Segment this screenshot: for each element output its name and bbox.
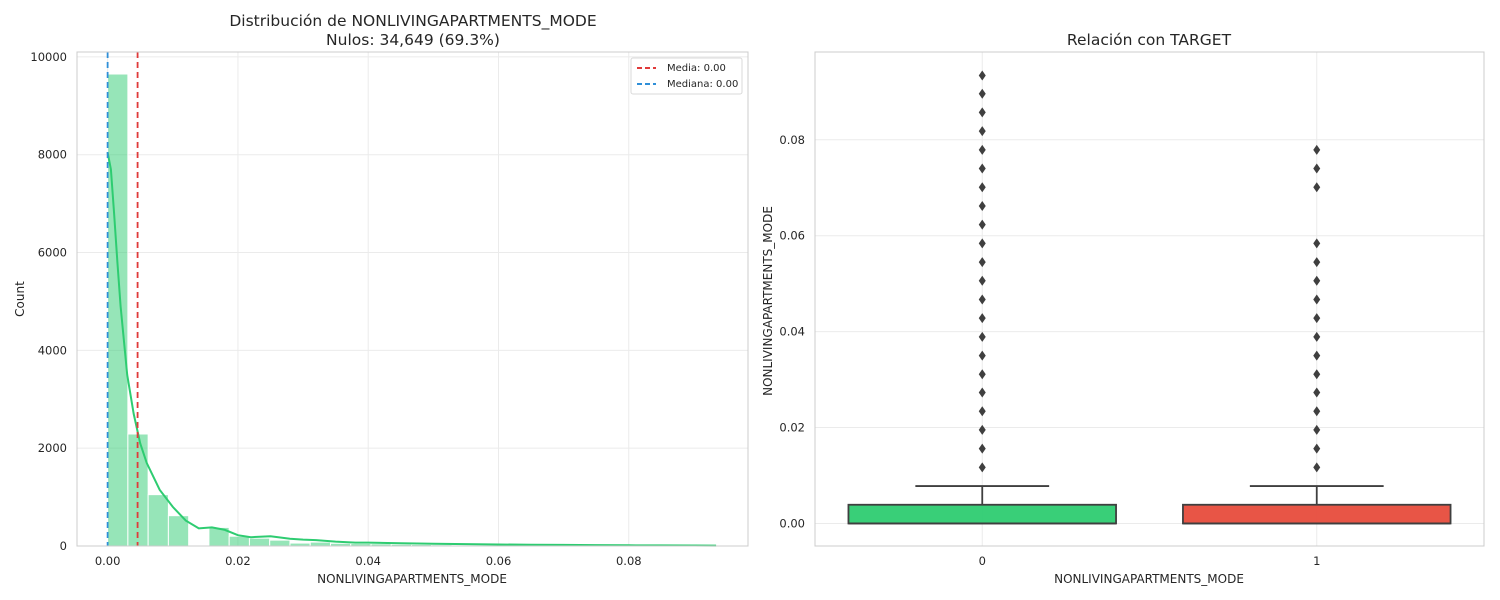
histogram-bars bbox=[107, 73, 716, 547]
histogram-legend: Media: 0.00 Mediana: 0.00 bbox=[630, 57, 743, 95]
histogram-title: Distribución de NONLIVINGAPARTMENTS_MODE bbox=[229, 12, 596, 31]
outlier-point bbox=[1313, 238, 1321, 249]
outlier-point bbox=[978, 387, 986, 398]
outlier-point bbox=[1313, 387, 1321, 398]
outlier-point bbox=[1313, 257, 1321, 268]
histogram-y-tick-label: 8000 bbox=[38, 148, 67, 162]
histogram-bar bbox=[107, 73, 129, 547]
histogram-y-tick-label: 6000 bbox=[38, 246, 67, 260]
boxplot-x-tick-label: 0 bbox=[979, 554, 986, 568]
boxplot-group-1 bbox=[1182, 144, 1452, 525]
boxplot-y-tick-label: 0.08 bbox=[779, 133, 805, 147]
boxplot-y-tick-label: 0.06 bbox=[779, 229, 805, 243]
outlier-point bbox=[1313, 163, 1321, 174]
boxplot-y-ticks: 0.00 0.02 0.04 0.06 0.08 bbox=[779, 133, 805, 531]
outlier-point bbox=[978, 126, 986, 137]
outlier-point bbox=[978, 294, 986, 305]
outlier-point bbox=[978, 257, 986, 268]
histogram-subtitle: Nulos: 34,649 (69.3%) bbox=[326, 31, 500, 49]
histogram-y-tick-label: 10000 bbox=[30, 50, 67, 64]
histogram-bar bbox=[248, 537, 271, 547]
outlier-point bbox=[1313, 369, 1321, 380]
histogram-bar bbox=[269, 539, 291, 547]
histogram-x-ticks: 0.00 0.02 0.04 0.06 0.08 bbox=[95, 554, 642, 568]
outlier-point bbox=[978, 200, 986, 211]
outlier-point bbox=[978, 88, 986, 99]
outlier-point bbox=[1313, 182, 1321, 193]
outlier-point bbox=[1313, 462, 1321, 473]
histogram-bar bbox=[127, 433, 149, 547]
box bbox=[1182, 503, 1452, 525]
histogram-x-tick-label: 0.02 bbox=[225, 554, 251, 568]
boxplot-gridlines bbox=[815, 52, 1484, 546]
outlier-point bbox=[978, 350, 986, 361]
histogram-reference-lines bbox=[106, 52, 139, 546]
outlier-point bbox=[978, 275, 986, 286]
boxplot-plot-frame bbox=[814, 51, 1485, 547]
outlier-point bbox=[978, 219, 986, 230]
histogram-y-tick-label: 0 bbox=[60, 539, 67, 553]
outlier-point bbox=[978, 406, 986, 417]
outlier-point bbox=[978, 70, 986, 81]
outlier-point bbox=[978, 144, 986, 155]
boxplot-boxes bbox=[847, 70, 1452, 525]
histogram-plot-frame bbox=[76, 51, 749, 547]
histogram-y-ticks: 0 2000 4000 6000 8000 10000 bbox=[30, 50, 67, 553]
boxplot-y-tick-label: 0.02 bbox=[779, 421, 805, 435]
outlier-point bbox=[1313, 406, 1321, 417]
outlier-point bbox=[1313, 275, 1321, 286]
boxplot-title: Relación con TARGET bbox=[1067, 31, 1232, 49]
boxplot-y-axis-label: NONLIVINGAPARTMENTS_MODE bbox=[761, 206, 775, 396]
outlier-point bbox=[1313, 294, 1321, 305]
outlier-point bbox=[978, 182, 986, 193]
outlier-point bbox=[1313, 424, 1321, 435]
histogram-bar bbox=[309, 541, 331, 547]
outlier-point bbox=[978, 369, 986, 380]
outlier-point bbox=[978, 107, 986, 118]
outlier-point bbox=[1313, 350, 1321, 361]
outlier-point bbox=[978, 424, 986, 435]
legend-mean-label: Media: 0.00 bbox=[667, 63, 726, 74]
boxplot-group-0 bbox=[847, 70, 1117, 525]
outlier-point bbox=[1313, 331, 1321, 342]
outlier-point bbox=[978, 238, 986, 249]
histogram-x-axis-label: NONLIVINGAPARTMENTS_MODE bbox=[317, 572, 507, 586]
outlier-point bbox=[978, 462, 986, 473]
histogram-bar bbox=[228, 535, 250, 547]
histogram-x-tick-label: 0.08 bbox=[616, 554, 642, 568]
histogram-y-tick-label: 4000 bbox=[38, 343, 67, 357]
outlier-point bbox=[978, 331, 986, 342]
histogram-x-tick-label: 0.04 bbox=[355, 554, 381, 568]
outlier-point bbox=[1313, 313, 1321, 324]
histogram-x-tick-label: 0.00 bbox=[95, 554, 121, 568]
histogram-x-tick-label: 0.06 bbox=[486, 554, 512, 568]
box bbox=[847, 503, 1117, 525]
boxplot-x-tick-label: 1 bbox=[1313, 554, 1320, 568]
histogram-y-axis-label: Count bbox=[13, 281, 27, 317]
histogram-y-tick-label: 2000 bbox=[38, 441, 67, 455]
outlier-point bbox=[1313, 144, 1321, 155]
boxplot-y-tick-label: 0.04 bbox=[779, 325, 805, 339]
legend-box bbox=[630, 57, 743, 95]
boxplot-x-axis-label: NONLIVINGAPARTMENTS_MODE bbox=[1054, 572, 1244, 586]
outlier-point bbox=[978, 313, 986, 324]
histogram-gridlines bbox=[77, 52, 748, 547]
histogram-bar bbox=[147, 494, 169, 547]
histogram-panel: Distribución de NONLIVINGAPARTMENTS_MODE… bbox=[13, 12, 749, 586]
outlier-point bbox=[1313, 443, 1321, 454]
outlier-point bbox=[978, 443, 986, 454]
outlier-point bbox=[978, 163, 986, 174]
boxplot-y-tick-label: 0.00 bbox=[779, 516, 805, 530]
histogram-kde-line bbox=[106, 152, 717, 547]
legend-median-label: Mediana: 0.00 bbox=[667, 79, 738, 90]
